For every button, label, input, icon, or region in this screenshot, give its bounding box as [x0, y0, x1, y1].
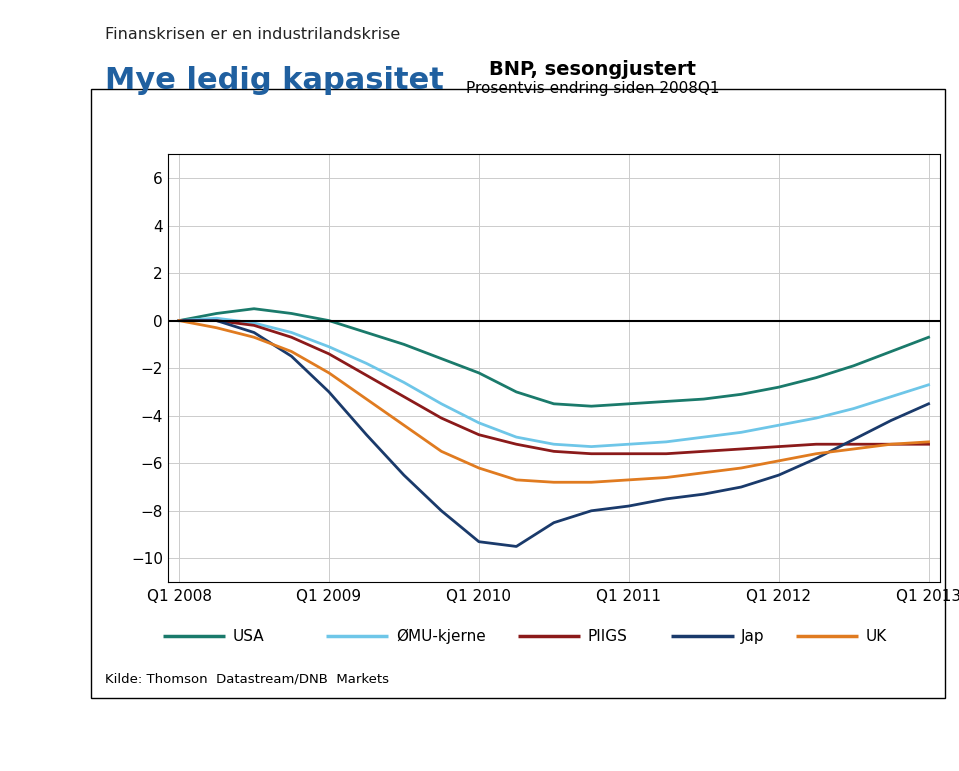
Text: USA: USA — [233, 628, 265, 644]
Text: Mye ledig kapasitet: Mye ledig kapasitet — [105, 66, 444, 95]
Text: UK: UK — [866, 628, 887, 644]
Text: Kilde: Thomson  Datastream/DNB  Markets: Kilde: Thomson Datastream/DNB Markets — [105, 672, 389, 685]
Text: Prosentvis endring siden 2008Q1: Prosentvis endring siden 2008Q1 — [466, 81, 719, 96]
Text: Finanskrisen er en industrilandskrise: Finanskrisen er en industrilandskrise — [105, 27, 401, 42]
Text: ØMU-kjerne: ØMU-kjerne — [396, 628, 486, 644]
Text: Jap: Jap — [741, 628, 765, 644]
Text: PIIGS: PIIGS — [588, 628, 628, 644]
Text: BNP, sesongjustert: BNP, sesongjustert — [489, 60, 696, 79]
